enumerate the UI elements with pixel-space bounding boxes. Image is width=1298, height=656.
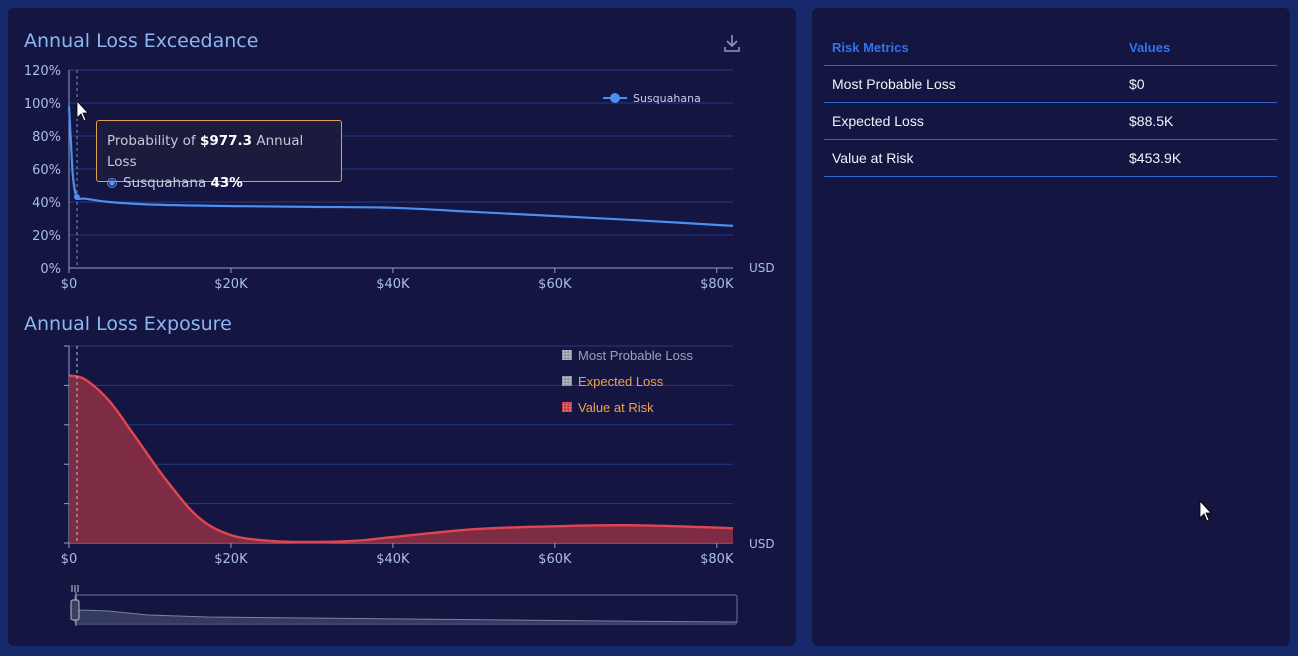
download-icon[interactable] <box>724 35 740 52</box>
table-header-row: Risk Metrics Values <box>824 34 1277 66</box>
y-tick-label: 40% <box>32 196 61 211</box>
exceedance-tooltip: Probability of $977.3 Annual Loss Susqua… <box>96 120 342 191</box>
metric-cell: Expected Loss <box>824 102 1121 140</box>
legend-marker-icon <box>610 93 620 103</box>
tooltip-series: Susquahana <box>123 175 207 191</box>
mouse-cursor-icon <box>1199 499 1212 522</box>
table-row: Expected Loss $88.5K <box>824 102 1277 140</box>
legend-swatch-icon <box>562 350 572 360</box>
x-tick-label: $20K <box>214 277 248 292</box>
exposure-unit-label: USD <box>749 537 775 551</box>
x-tick-label: $0 <box>61 277 78 292</box>
y-tick-label: 60% <box>32 163 61 178</box>
exceedance-unit-label: USD <box>749 261 775 275</box>
legend-swatch-icon <box>562 376 572 386</box>
exposure-legend: Most Probable Loss Expected Loss Value a… <box>562 348 693 415</box>
header-risk-metrics: Risk Metrics <box>824 34 1121 66</box>
x-tick-label: $80K <box>700 277 734 292</box>
x-tick-label: $80K <box>700 552 734 567</box>
y-tick-label: 120% <box>24 64 61 79</box>
exceedance-y-ticks: 120% 100% 80% 60% 40% 20% 0% <box>24 64 61 277</box>
exceedance-hover-point <box>73 194 80 201</box>
exceedance-series-line <box>67 106 734 227</box>
tooltip-amount: $977.3 <box>199 133 253 149</box>
value-cell: $453.9K <box>1121 139 1277 177</box>
x-tick-label: $60K <box>538 552 572 567</box>
legend-label: Expected Loss <box>578 374 664 389</box>
legend-label: Value at Risk <box>578 400 654 415</box>
charts-svg: 120% 100% 80% 60% 40% 20% 0% $0 $20K $40K $60K $80… <box>24 35 775 626</box>
x-tick-label: $40K <box>376 277 410 292</box>
risk-metrics-panel: Risk Metrics Values Most Probable Loss $… <box>812 8 1290 646</box>
value-cell: $88.5K <box>1121 102 1277 140</box>
tooltip-prefix: Probability of <box>107 133 200 149</box>
legend-item-value-at-risk[interactable]: Value at Risk <box>562 400 654 415</box>
value-cell: $0 <box>1121 65 1277 103</box>
tooltip-value: 43% <box>210 175 243 191</box>
exceedance-title: Annual Loss Exceedance <box>24 30 259 52</box>
exceedance-x-ticks: $0 $20K $40K $60K $80K <box>61 268 734 292</box>
x-tick-label: $20K <box>214 552 248 567</box>
legend-item-expected-loss[interactable]: Expected Loss <box>562 374 664 389</box>
exposure-series-line <box>68 374 734 544</box>
data-zoom-slider[interactable] <box>70 585 738 626</box>
y-tick-label: 100% <box>24 97 61 112</box>
exceedance-legend[interactable]: Susquahana <box>603 92 701 105</box>
table-row: Most Probable Loss $0 <box>824 65 1277 103</box>
x-tick-label: $0 <box>61 552 78 567</box>
metric-cell: Value at Risk <box>824 139 1121 177</box>
mouse-cursor-icon <box>76 99 89 122</box>
table-row: Value at Risk $453.9K <box>824 139 1277 177</box>
charts-panel: Annual Loss Exceedance Annual Loss Expos… <box>8 8 796 646</box>
radio-dot-icon <box>107 178 117 188</box>
y-tick-label: 0% <box>40 262 61 277</box>
x-tick-label: $60K <box>538 277 572 292</box>
exceedance-legend-label: Susquahana <box>633 92 701 105</box>
x-tick-label: $40K <box>376 552 410 567</box>
y-tick-label: 20% <box>32 229 61 244</box>
metric-cell: Most Probable Loss <box>824 65 1121 103</box>
risk-metrics-table: Risk Metrics Values Most Probable Loss $… <box>824 34 1277 177</box>
legend-label: Most Probable Loss <box>578 348 693 363</box>
exposure-x-ticks: $0 $20K $40K $60K $80K <box>61 543 734 567</box>
legend-swatch-icon <box>562 402 572 412</box>
slider-grip-icon <box>71 585 79 592</box>
legend-item-most-probable-loss[interactable]: Most Probable Loss <box>562 348 693 363</box>
header-values: Values <box>1121 34 1277 66</box>
tooltip-suffix: Annual Loss <box>107 133 304 170</box>
slider-handle[interactable] <box>70 599 80 621</box>
y-tick-label: 80% <box>32 130 61 145</box>
exposure-title: Annual Loss Exposure <box>24 313 232 335</box>
